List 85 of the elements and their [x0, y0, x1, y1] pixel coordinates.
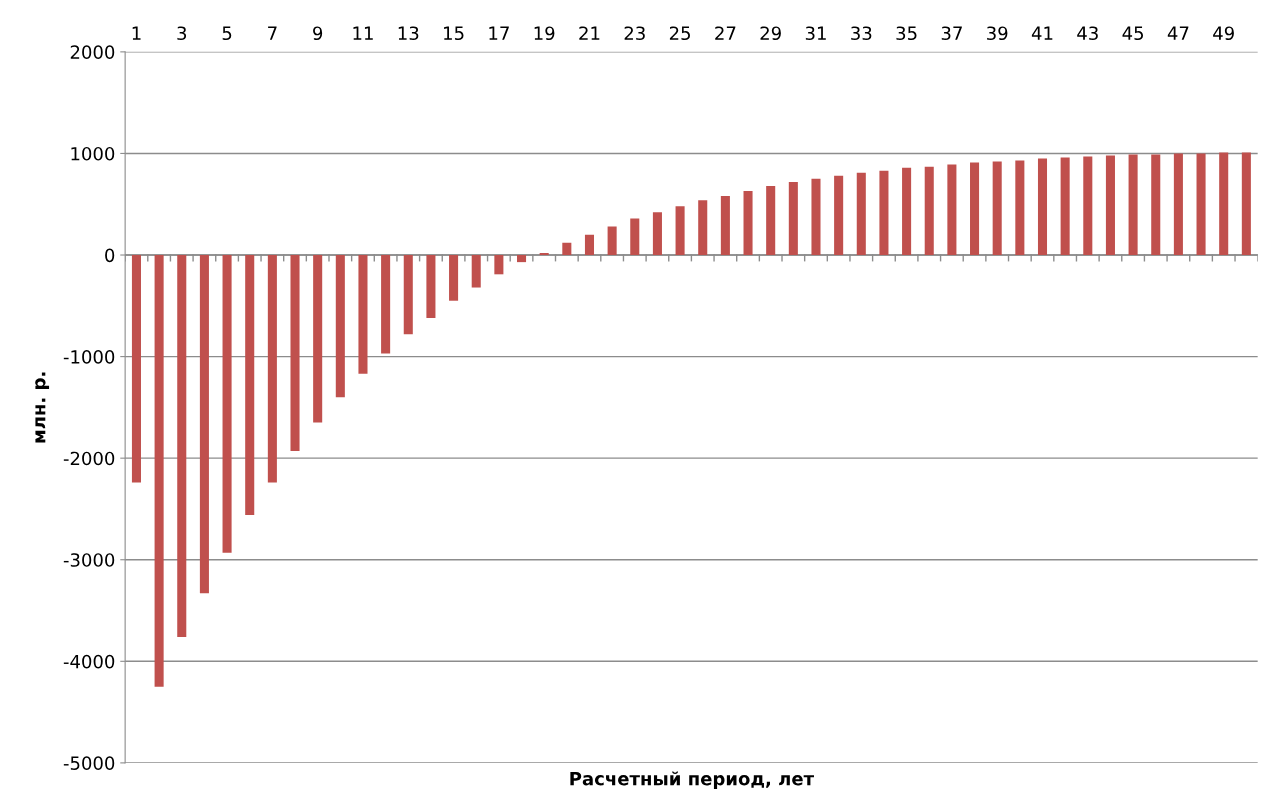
bar [1196, 153, 1206, 256]
bar [199, 255, 209, 594]
bar [743, 191, 753, 256]
bar [879, 170, 889, 256]
bar [1151, 154, 1161, 256]
y-tick-label: -2000 [63, 451, 115, 466]
x-tick-label: 7 [268, 26, 277, 40]
x-tick-label: 19 [534, 26, 555, 41]
bar [1219, 152, 1229, 256]
bar [562, 242, 572, 256]
bar [471, 255, 481, 288]
bar [154, 255, 164, 687]
x-tick-label: 29 [760, 26, 781, 41]
bar [494, 255, 504, 275]
bar [403, 255, 413, 335]
bar [992, 161, 1002, 256]
x-tick-label: 15 [444, 26, 464, 41]
x-tick-label: 31 [805, 26, 826, 41]
x-tick-label: 27 [715, 26, 736, 40]
bar [970, 162, 980, 256]
bar [1015, 160, 1025, 256]
y-axis-title: млн. р. [35, 372, 50, 443]
x-tick-label: 17 [489, 26, 509, 40]
bar [811, 178, 821, 256]
x-tick-label: 3 [177, 26, 187, 41]
bar [1173, 153, 1183, 256]
bar [720, 196, 730, 256]
bar [584, 234, 595, 256]
x-tick-label: 25 [669, 26, 690, 41]
x-tick-label: 21 [579, 26, 600, 40]
bar [335, 255, 345, 398]
x-axis-title: Расчетный период, лет [570, 771, 814, 789]
bar [856, 172, 866, 256]
bar [426, 255, 436, 318]
x-tick-label: 9 [313, 26, 323, 41]
bar [652, 212, 662, 256]
bar [947, 164, 957, 256]
y-tick-label: -4000 [63, 654, 115, 669]
bar [358, 255, 368, 374]
x-tick-label: 37 [941, 26, 962, 41]
x-tick-label: 1 [132, 26, 141, 40]
bar [675, 206, 685, 256]
x-tick-label: 13 [398, 26, 419, 41]
bar [1128, 154, 1138, 256]
x-tick-label: 45 [1122, 26, 1144, 41]
x-tick-label: 49 [1213, 26, 1234, 41]
x-tick-label: 5 [222, 26, 232, 41]
bar [517, 255, 527, 263]
bar [245, 255, 255, 516]
bar [539, 252, 549, 256]
x-tick-label: 39 [987, 26, 1008, 41]
y-tick-label: 2000 [70, 45, 115, 59]
x-tick-label: 41 [1031, 26, 1053, 40]
bar [290, 255, 300, 452]
y-tick-label: -5000 [63, 756, 115, 770]
bar [630, 218, 640, 256]
x-tick-label: 23 [624, 26, 645, 41]
bar [834, 175, 844, 256]
y-tick-label: -1000 [63, 350, 115, 364]
bar [131, 255, 141, 483]
x-tick-label: 33 [851, 26, 872, 41]
bar [902, 167, 912, 256]
y-tick-label: -3000 [63, 553, 115, 567]
x-tick-label: 35 [896, 26, 917, 41]
bar [1083, 156, 1093, 256]
bar [381, 255, 391, 354]
bar [788, 181, 798, 256]
x-tick-label: 47 [1167, 26, 1189, 40]
bar [1241, 152, 1251, 256]
x-tick-label: 11 [353, 26, 373, 40]
bar [177, 255, 187, 637]
bar [1060, 157, 1070, 256]
bar [607, 226, 617, 256]
bar [222, 255, 232, 553]
y-tick-label: 1000 [71, 146, 115, 161]
y-tick-label: 0 [105, 248, 115, 263]
bar [766, 185, 776, 256]
x-tick-label: 43 [1077, 26, 1098, 41]
bar [267, 255, 277, 483]
bar [449, 255, 459, 301]
bar [1037, 158, 1048, 256]
bar [924, 166, 934, 256]
bar [1105, 155, 1115, 256]
bar [313, 255, 323, 423]
bar [698, 200, 708, 256]
